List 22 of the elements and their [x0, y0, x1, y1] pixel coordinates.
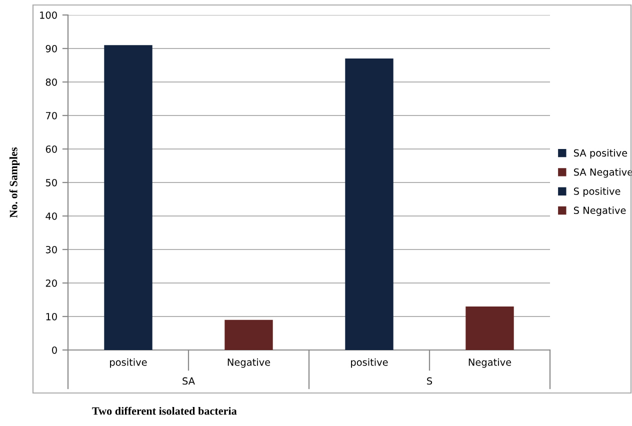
legend-label: SA positive: [574, 149, 628, 159]
y-tick-label: 0: [52, 346, 57, 354]
y-tick-label: 100: [40, 11, 57, 19]
y-tick-label: 90: [46, 44, 57, 52]
legend-label: S Negative: [574, 206, 626, 216]
x-tick-label: positive: [110, 358, 147, 368]
y-tick-label: 20: [46, 279, 57, 287]
y-tick-label: 80: [46, 78, 57, 86]
text: S: [427, 377, 432, 385]
y-tick-label: 30: [46, 246, 57, 254]
x-tick-label: positive: [351, 358, 388, 368]
y-tick-label: 60: [46, 145, 57, 153]
x-axis-title: Two different isolated bacteria: [92, 406, 237, 415]
x-tick-label: Negative: [228, 358, 270, 368]
x-tick-label: Negative: [468, 358, 512, 368]
y-tick-label: 50: [46, 178, 57, 186]
y-tick-label: 40: [46, 212, 57, 220]
y-tick-label: 10: [46, 312, 57, 320]
y-axis-title: No. of Samples: [9, 147, 20, 218]
y-tick-label: 70: [46, 112, 57, 120]
text: SA: [182, 377, 195, 385]
legend-label: S positive: [574, 187, 620, 197]
